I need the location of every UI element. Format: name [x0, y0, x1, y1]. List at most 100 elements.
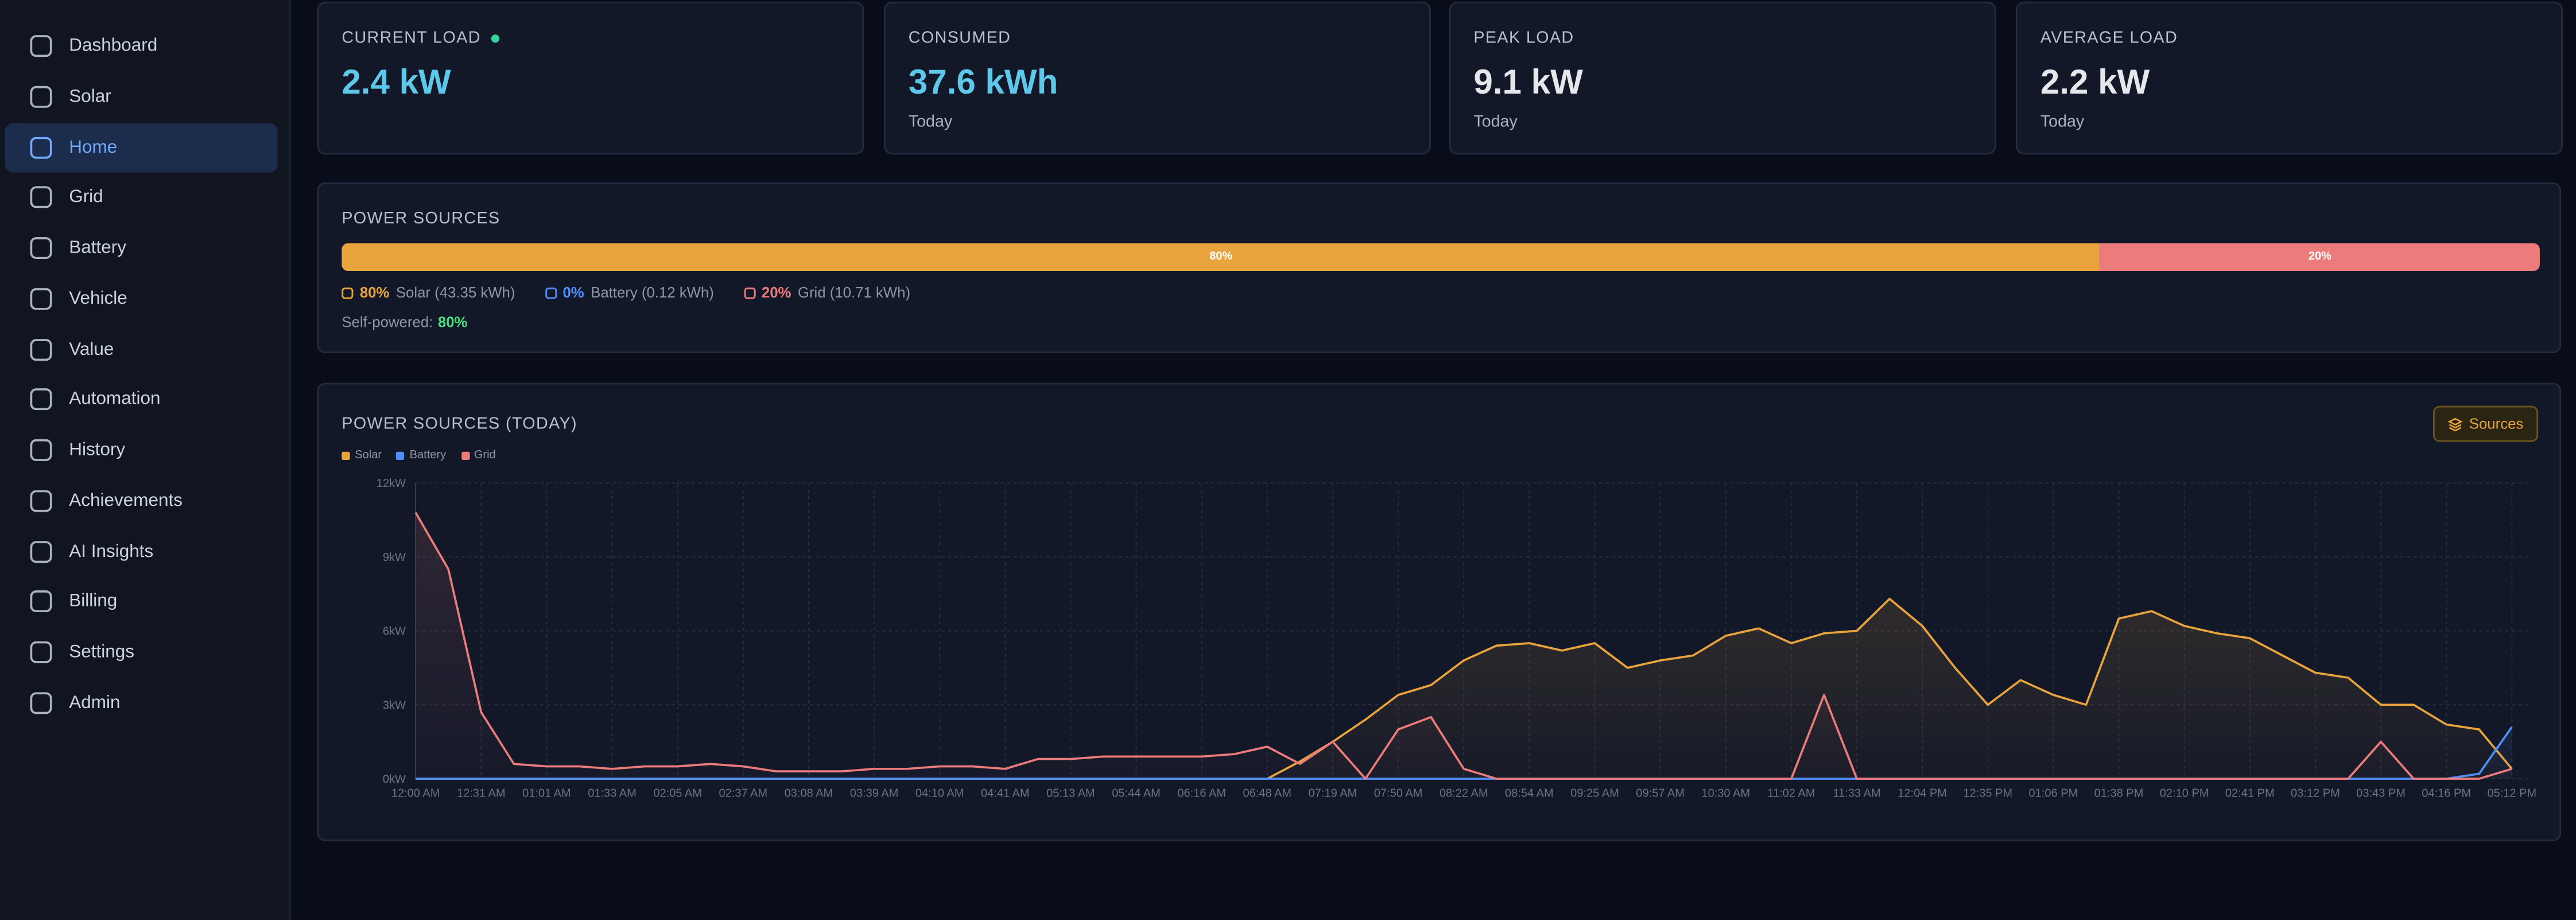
icon-shape	[30, 136, 52, 159]
nav-item[interactable]: Home	[5, 122, 278, 172]
series-area	[416, 598, 2512, 779]
x-tick-label: 11:02 AM	[1767, 787, 1815, 799]
icon-shape	[30, 389, 52, 411]
nav-item[interactable]: Grid	[5, 173, 278, 222]
card-label-text: PEAK LOAD	[1473, 29, 1574, 48]
live-dot	[490, 34, 499, 43]
nav-icon	[30, 35, 52, 57]
card-label: CONSUMED	[909, 29, 1011, 47]
y-tick-label: 12kW	[377, 477, 406, 490]
nav-icon	[30, 389, 52, 411]
y-tick-label: 9kW	[383, 551, 406, 564]
legend-item: 0% Battery (0.12 kWh)	[544, 284, 714, 301]
card-value: 2.2 kW	[2040, 64, 2150, 102]
x-tick-label: 03:08 AM	[785, 787, 833, 799]
x-tick-label: 02:05 AM	[653, 787, 702, 799]
card-label: AVERAGE LOAD	[2040, 29, 2178, 47]
nav-label: Settings	[69, 643, 134, 663]
stat-card: AVERAGE LOAD 2.2 kW Today	[2015, 1, 2563, 154]
nav-item[interactable]: Solar	[5, 72, 278, 121]
x-tick-label: 02:37 AM	[719, 787, 767, 799]
x-tick-label: 06:16 AM	[1177, 787, 1226, 799]
icon-shape	[30, 641, 52, 664]
legend-icon	[743, 287, 755, 299]
legend-icon	[342, 287, 354, 299]
nav-item[interactable]: Vehicle	[5, 274, 278, 323]
segment-label: 80%	[1209, 251, 1233, 263]
x-tick-label: 12:35 PM	[1963, 787, 2012, 799]
legend-swatch	[396, 451, 405, 460]
y-tick-label: 0kW	[383, 773, 406, 786]
nav-item[interactable]: Battery	[5, 223, 278, 273]
x-tick-label: 02:10 PM	[2160, 787, 2209, 799]
nav-item[interactable]: Dashboard	[5, 21, 278, 71]
nav-item[interactable]: AI Insights	[5, 527, 278, 576]
card-sub: Today	[908, 113, 953, 132]
x-tick-label: 01:01 AM	[522, 787, 571, 799]
self-powered: Self-powered: 80%	[342, 314, 467, 330]
x-tick-label: 02:41 PM	[2225, 787, 2275, 799]
power-sources-panel: POWER SOURCES 80% 20% 80% Solar (43.35 kWh)…	[317, 182, 2562, 354]
legend-item: 20% Grid (10.71 kWh)	[743, 284, 910, 301]
legend-item: 80% Solar (43.35 kWh)	[342, 284, 515, 301]
nav-label: Vehicle	[69, 289, 127, 309]
x-tick-label: 06:48 AM	[1243, 787, 1292, 799]
nav-icon	[30, 338, 52, 361]
x-tick-label: 05:13 AM	[1046, 787, 1095, 799]
nav-label: History	[69, 440, 126, 461]
button-label: Sources	[2469, 415, 2524, 432]
legend-detail: Grid (10.71 kWh)	[797, 284, 911, 301]
nav-label: Battery	[69, 238, 126, 258]
stat-card: PEAK LOAD 9.1 kW Today	[1449, 1, 1996, 154]
x-tick-label: 12:31 AM	[457, 787, 506, 799]
segment-label: 20%	[2308, 251, 2331, 263]
legend-icon	[544, 287, 556, 299]
nav-item[interactable]: History	[5, 426, 278, 475]
icon-shape	[30, 540, 52, 563]
sources-button[interactable]: Sources	[2433, 405, 2539, 442]
legend-percent: 80%	[359, 284, 390, 301]
x-tick-label: 03:12 PM	[2291, 787, 2340, 799]
nav-label: Achievements	[69, 491, 183, 511]
nav-item[interactable]: Settings	[5, 628, 278, 677]
nav-item[interactable]: Automation	[5, 375, 278, 424]
x-tick-label: 10:30 AM	[1701, 787, 1750, 799]
x-tick-label: 07:19 AM	[1309, 787, 1357, 799]
nav-icon	[30, 86, 52, 108]
nav-item[interactable]: Admin	[5, 678, 278, 728]
card-label: CURRENT LOAD	[342, 29, 499, 48]
nav-label: Solar	[69, 86, 111, 107]
icon-shape	[30, 338, 52, 361]
x-tick-label: 07:50 AM	[1374, 787, 1423, 799]
x-tick-label: 04:16 PM	[2422, 787, 2471, 799]
sidebar: Dashboard Solar Home Grid Battery Vehicle Valu…	[0, 0, 291, 920]
stat-card: CONSUMED 37.6 kWh Today	[883, 1, 1431, 154]
nav-item[interactable]: Value	[5, 324, 278, 374]
nav-icon	[30, 136, 52, 159]
legend-percent: 0%	[562, 284, 584, 301]
nav-icon	[30, 237, 52, 260]
icon-shape	[30, 187, 52, 209]
x-tick-label: 04:10 AM	[915, 787, 964, 799]
card-label: PEAK LOAD	[1473, 29, 1574, 47]
nav-icon	[30, 641, 52, 664]
nav-label: Value	[69, 339, 114, 360]
stat-card: CURRENT LOAD 2.4 kW	[317, 1, 864, 154]
legend-item: Battery	[396, 450, 446, 462]
x-tick-label: 08:54 AM	[1505, 787, 1554, 799]
nav-label: Billing	[69, 592, 118, 612]
card-sub: Today	[2040, 113, 2085, 132]
nav-item[interactable]: Achievements	[5, 476, 278, 525]
legend-label: Grid	[474, 450, 496, 462]
card-label-text: AVERAGE LOAD	[2040, 29, 2178, 48]
nav-label: Grid	[69, 187, 103, 208]
card-value: 9.1 kW	[1473, 64, 1583, 102]
x-tick-label: 08:22 AM	[1440, 787, 1488, 799]
nav-item[interactable]: Billing	[5, 577, 278, 627]
nav-icon	[30, 692, 52, 714]
self-powered-label: Self-powered:	[342, 314, 433, 331]
icon-shape	[30, 86, 52, 108]
x-tick-label: 01:33 AM	[588, 787, 637, 799]
card-sub: Today	[1473, 113, 1518, 132]
